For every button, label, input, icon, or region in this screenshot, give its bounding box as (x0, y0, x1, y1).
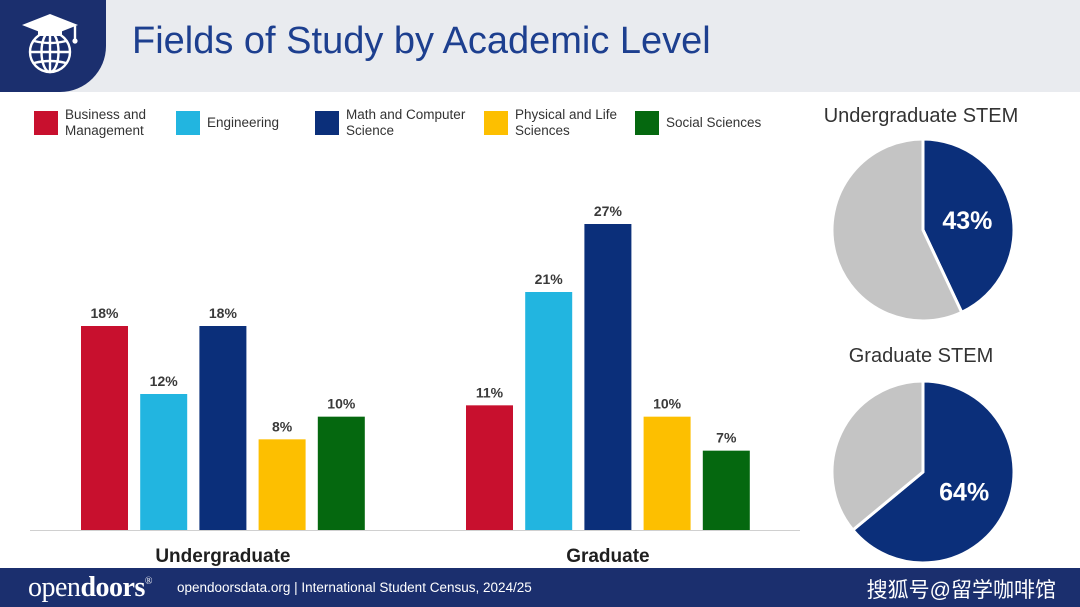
legend-swatch-business (34, 111, 58, 135)
bar-value-label: 12% (150, 373, 179, 389)
pie-value-label: 43% (942, 207, 992, 235)
bar-graduate-math-cs (584, 224, 632, 530)
bar-value-label: 27% (594, 203, 623, 219)
legend-item-social: Social Sciences (635, 106, 776, 140)
bar-undergraduate-business (81, 326, 128, 530)
header-bar: Fields of Study by Academic Level (0, 0, 1080, 92)
page-title: Fields of Study by Academic Level (132, 20, 711, 62)
bar-value-label: 10% (653, 396, 682, 412)
legend-label-social: Social Sciences (666, 115, 762, 130)
legend-swatch-math-cs (315, 111, 339, 135)
pie-slice-graduate-other (830, 379, 925, 532)
bar-graduate-physical-life (643, 416, 691, 530)
bar-value-label: 10% (327, 396, 356, 412)
pie-slice-graduate-stem (851, 379, 1016, 565)
bar-chart: 18% 12% 18% 8% 10% Undergraduate 11% 21% 27% 10% 7… (30, 203, 800, 567)
pie-slice-undergraduate-other (830, 137, 964, 323)
legend-label-math-cs: Math and Computer Science (346, 107, 466, 138)
bar-value-label: 18% (209, 305, 238, 321)
legend-item-math-cs: Math and Computer Science (315, 106, 474, 140)
bar-value-label: 11% (476, 384, 504, 400)
bar-undergraduate-math-cs (199, 326, 247, 530)
chart-legend: Business and Management Engineering Math… (34, 106, 794, 140)
x-tick-label: Undergraduate (155, 546, 290, 567)
bar-value-label: 18% (90, 305, 119, 321)
legend-swatch-physical-life (484, 111, 508, 135)
pie-value-label: 64% (939, 478, 989, 506)
logo-tab (0, 0, 106, 92)
footer-bar: opendoors® opendoorsdata.org | Internati… (0, 568, 1080, 607)
legend-item-business: Business and Management (34, 106, 165, 140)
pie-slice-undergraduate-stem (921, 137, 1016, 314)
legend-item-physical-life: Physical and Life Sciences (484, 106, 627, 140)
legend-label-business: Business and Management (65, 107, 147, 138)
opendoors-logo[interactable]: opendoors® (28, 572, 152, 603)
x-tick-label: Graduate (566, 546, 649, 567)
bar-undergraduate-physical-life (258, 439, 306, 530)
bar-graduate-engineering (525, 292, 573, 530)
pie-chart-undergraduate: 43% (830, 137, 1016, 323)
watermark: 搜狐号@留学咖啡馆 (866, 579, 1056, 602)
bar-value-label: 8% (272, 418, 293, 434)
legend-swatch-social (635, 111, 659, 135)
legend-swatch-engineering (176, 111, 200, 135)
bar-undergraduate-engineering (140, 394, 188, 530)
bar-value-label: 7% (716, 430, 737, 446)
legend-label-physical-life: Physical and Life Sciences (515, 107, 618, 138)
graduation-globe-icon (22, 14, 78, 74)
pie-title-undergraduate: Undergraduate STEM (823, 105, 1019, 127)
bar-value-label: 21% (535, 271, 564, 287)
bar-graduate-social (702, 450, 750, 530)
footer-source: opendoorsdata.org | International Studen… (177, 580, 532, 595)
legend-label-engineering: Engineering (207, 115, 280, 130)
pie-chart-graduate: 64% (830, 379, 1016, 565)
pie-title-graduate: Graduate STEM (848, 345, 994, 367)
legend-item-engineering: Engineering (176, 106, 317, 140)
bar-undergraduate-social (317, 416, 365, 530)
bar-graduate-business (466, 405, 513, 530)
